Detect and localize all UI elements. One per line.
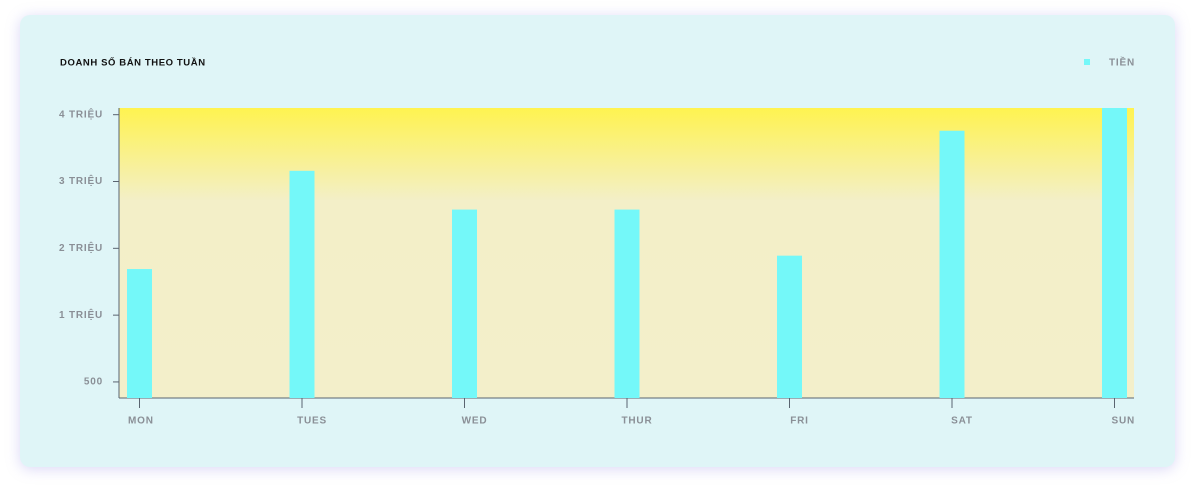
- bar: [127, 269, 152, 398]
- y-tick-label: 3 TRIỆU: [59, 174, 103, 187]
- bar: [452, 209, 477, 398]
- y-tick-label: 1 TRIỆU: [59, 308, 103, 321]
- x-tick-label: SAT: [951, 416, 973, 427]
- bar: [289, 170, 315, 398]
- y-tick-label: 2 TRIỆU: [59, 241, 103, 254]
- x-tick-label: WED: [462, 416, 488, 427]
- bar: [614, 209, 640, 398]
- legend-swatch: [1084, 59, 1090, 65]
- legend-label: TIỀN: [1109, 56, 1135, 69]
- x-tick-label: THUR: [622, 416, 653, 427]
- bar: [939, 130, 965, 399]
- x-tick-label: FRI: [790, 416, 809, 427]
- chart-title: DOANH SỐ BÁN THEO TUẦN: [60, 57, 206, 69]
- y-tick-label: 500: [84, 377, 103, 388]
- y-tick-label: 4 TRIỆU: [59, 107, 103, 120]
- bar: [777, 255, 802, 398]
- x-tick-label: MON: [128, 416, 154, 427]
- x-tick-label: TUES: [297, 416, 327, 427]
- bar: [1102, 108, 1127, 398]
- x-tick-label: SUN: [1111, 416, 1135, 427]
